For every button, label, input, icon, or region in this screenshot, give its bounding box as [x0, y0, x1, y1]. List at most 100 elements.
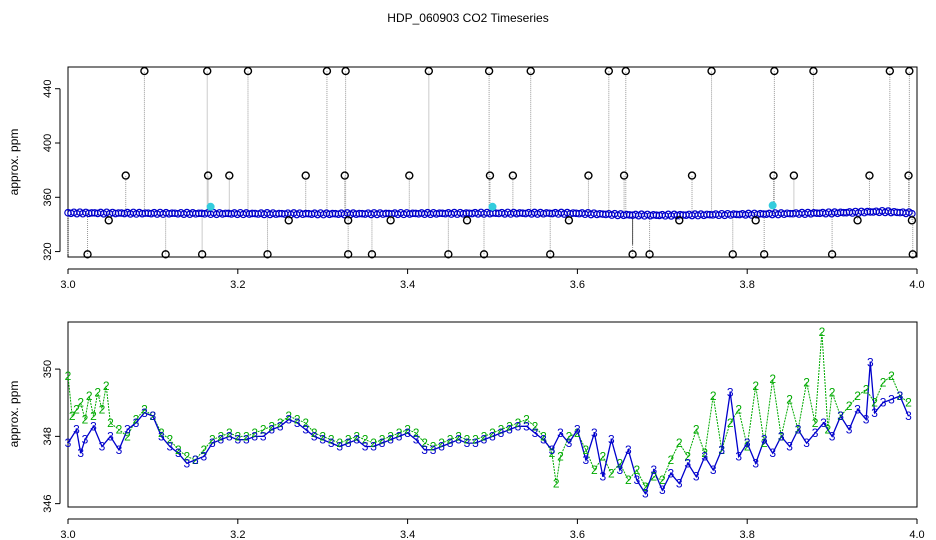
series-marker-2: 2 — [90, 409, 97, 423]
series-marker-3: 3 — [260, 429, 267, 443]
outlier-point — [853, 216, 862, 225]
series-marker-3: 3 — [73, 423, 80, 437]
series-marker-2: 2 — [404, 423, 411, 437]
series-marker-2: 2 — [328, 433, 335, 447]
outlier-point — [904, 171, 913, 180]
series-marker-2: 2 — [684, 450, 691, 464]
series-marker-3: 3 — [77, 446, 84, 460]
outlier-point — [83, 250, 92, 259]
series-marker-3: 3 — [812, 426, 819, 440]
series-line-2 — [67, 332, 909, 488]
outlier-point — [564, 216, 574, 225]
series-marker-3: 3 — [829, 429, 836, 443]
series-marker-2: 2 — [311, 426, 318, 440]
outlier-point — [485, 171, 495, 180]
series-marker-2: 2 — [192, 453, 199, 467]
series-marker-2: 2 — [94, 386, 101, 400]
series-marker-3: 3 — [846, 423, 853, 437]
series-marker-3: 3 — [761, 433, 768, 447]
x-tick-label: 3.0 — [60, 279, 75, 291]
y-tick-label: 440 — [42, 80, 54, 98]
outlier-point — [263, 250, 272, 259]
series-marker-2: 2 — [336, 436, 343, 450]
series-marker-2: 2 — [888, 369, 895, 383]
series-marker-2: 2 — [277, 416, 284, 430]
outlier-point — [197, 250, 207, 259]
outlier-point — [546, 250, 555, 259]
x-tick-label: 3.4 — [400, 279, 415, 291]
series-marker-2: 2 — [319, 429, 326, 443]
series-marker-3: 3 — [854, 402, 861, 416]
outlier-point — [687, 171, 697, 180]
series-marker-2: 2 — [243, 429, 250, 443]
series-marker-3: 3 — [583, 453, 590, 467]
series-marker-3: 3 — [217, 433, 224, 447]
series-marker-3: 3 — [311, 429, 318, 443]
series-marker-2: 2 — [345, 433, 352, 447]
series-marker-2: 2 — [532, 419, 539, 433]
outlier-point — [707, 66, 716, 76]
series-marker-2: 2 — [812, 416, 819, 430]
series-marker-2: 2 — [769, 372, 776, 386]
series-marker-3: 3 — [905, 409, 912, 423]
series-marker-3: 3 — [285, 413, 292, 427]
series-marker-3: 3 — [184, 456, 191, 470]
series-marker-3: 3 — [863, 413, 870, 427]
series-marker-2: 2 — [302, 416, 309, 430]
series-marker-2: 2 — [829, 386, 836, 400]
x-tick-label: 3.8 — [740, 529, 755, 540]
series-marker-2: 2 — [905, 396, 912, 410]
outlier-point — [341, 66, 350, 76]
outlier-point — [621, 66, 630, 76]
series-line-3 — [67, 362, 910, 495]
series-marker-2: 2 — [718, 443, 725, 457]
series-marker-3: 3 — [65, 436, 72, 450]
x-tick-label: 3.0 — [60, 529, 75, 540]
series-marker-3: 3 — [820, 416, 827, 430]
series-marker-3: 3 — [447, 436, 454, 450]
y-tick-label: 320 — [42, 242, 54, 260]
series-marker-3: 3 — [90, 419, 97, 433]
series-marker-2: 2 — [854, 389, 861, 403]
series-marker-3: 3 — [200, 450, 207, 464]
series-marker-2: 2 — [553, 476, 560, 490]
series-marker-2: 2 — [175, 443, 182, 457]
series-marker-2: 2 — [158, 426, 165, 440]
x-tick-label: 4.0 — [909, 529, 924, 540]
series-marker-2: 2 — [583, 443, 590, 457]
series-marker-2: 2 — [200, 443, 207, 457]
series-marker-3: 3 — [701, 450, 708, 464]
outlier-point — [604, 66, 614, 76]
series-marker-2: 2 — [897, 389, 904, 403]
x-tick-label: 3.6 — [570, 279, 585, 291]
series-marker-2: 2 — [65, 369, 72, 383]
series-marker-3: 3 — [888, 392, 895, 406]
series-marker-3: 3 — [693, 470, 700, 484]
plot-frame-bottom — [67, 321, 918, 508]
series-marker-3: 3 — [727, 386, 734, 400]
series-marker-2: 2 — [413, 426, 420, 440]
series-marker-3: 3 — [99, 439, 106, 453]
series-marker-2: 2 — [523, 413, 530, 427]
series-marker-2: 2 — [863, 382, 870, 396]
series-marker-2: 2 — [667, 453, 674, 467]
series-marker-2: 2 — [447, 433, 454, 447]
series-marker-3: 3 — [718, 443, 725, 457]
series-marker-2: 2 — [234, 429, 241, 443]
series-marker-3: 3 — [897, 389, 904, 403]
series-marker-3: 3 — [116, 443, 123, 457]
series-marker-3: 3 — [421, 443, 428, 457]
outlier-point — [140, 66, 149, 76]
series-marker-2: 2 — [362, 433, 369, 447]
series-marker-2: 2 — [871, 396, 878, 410]
series-marker-3: 3 — [871, 406, 878, 420]
outlier-point — [340, 171, 349, 180]
series-marker-3: 3 — [481, 433, 488, 447]
series-marker-3: 3 — [124, 423, 131, 437]
data-point-cyan — [488, 202, 497, 211]
series-marker-3: 3 — [353, 433, 360, 447]
series-marker-3: 3 — [650, 463, 657, 477]
series-marker-2: 2 — [217, 429, 224, 443]
series-marker-2: 2 — [727, 416, 734, 430]
series-marker-3: 3 — [464, 436, 471, 450]
